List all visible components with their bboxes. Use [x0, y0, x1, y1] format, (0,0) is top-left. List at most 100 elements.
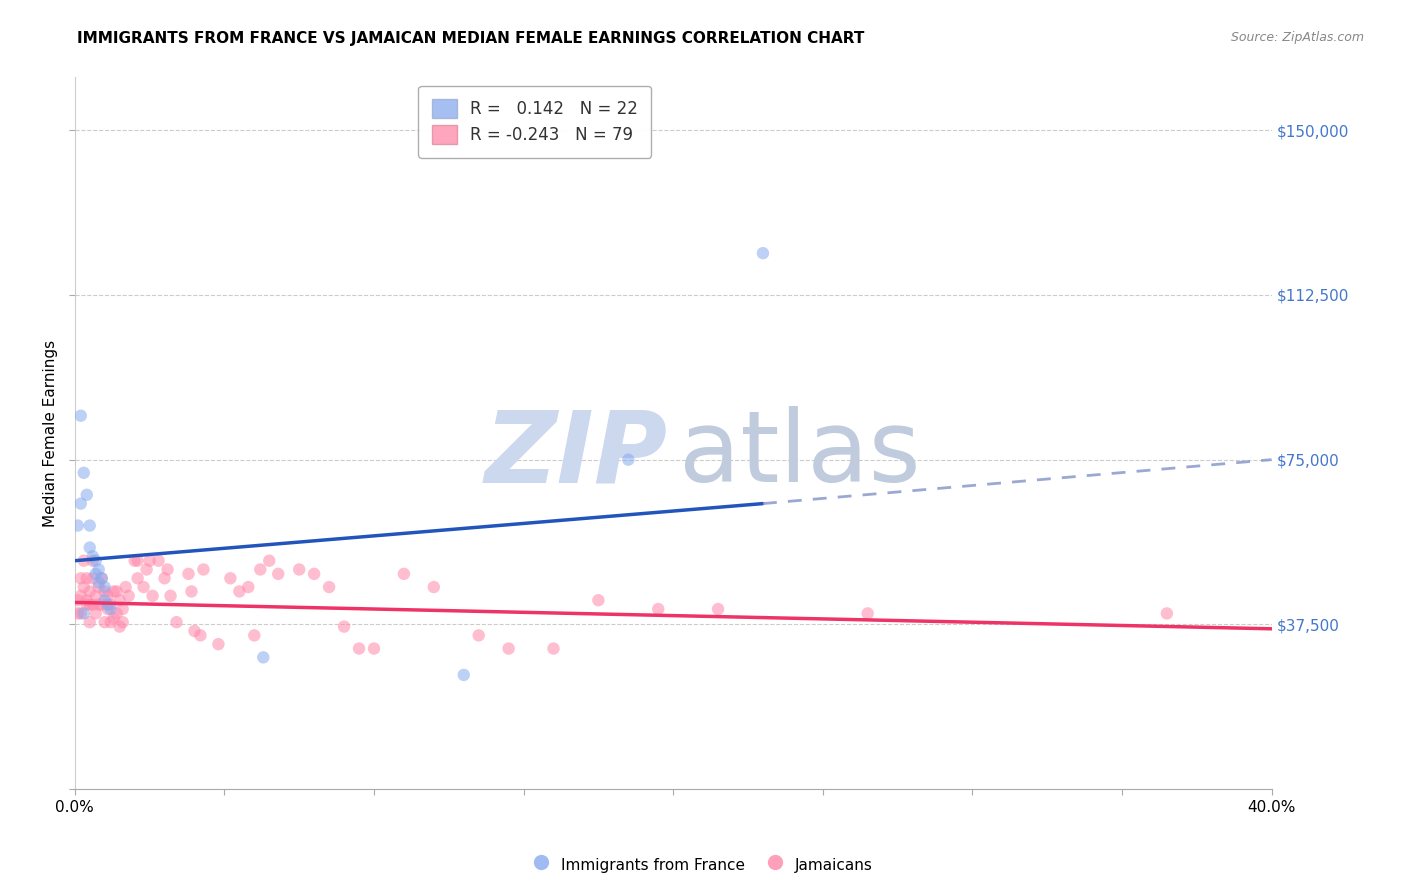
Point [453, 668, 475, 682]
Point [156, 562, 179, 576]
Point [73, 466, 96, 480]
Point [117, 589, 139, 603]
Point [333, 619, 356, 633]
Point [127, 571, 149, 585]
Point [79, 598, 101, 612]
Point [190, 628, 212, 642]
Point [153, 571, 176, 585]
Point [105, 584, 128, 599]
Point [73, 607, 96, 621]
Point [148, 554, 170, 568]
Point [142, 589, 165, 603]
Point [79, 541, 101, 555]
Point [498, 641, 520, 656]
Point [97, 598, 120, 612]
Point [79, 615, 101, 630]
Point [856, 607, 879, 621]
Point [87, 580, 110, 594]
Point [467, 628, 489, 642]
Point [69, 607, 91, 621]
Point [111, 615, 134, 630]
Point [73, 580, 96, 594]
Point [207, 637, 229, 651]
Point [752, 246, 775, 260]
Point [100, 602, 122, 616]
Point [66, 607, 89, 621]
Point [84, 589, 107, 603]
Point [93, 584, 115, 599]
Point [138, 554, 160, 568]
Point [252, 650, 274, 665]
Point [180, 584, 202, 599]
Point [127, 554, 149, 568]
Point [267, 566, 290, 581]
Point [69, 409, 91, 423]
Point [423, 580, 446, 594]
Text: ZIP: ZIP [484, 406, 668, 503]
Point [79, 584, 101, 599]
Point [132, 580, 155, 594]
Point [588, 593, 610, 607]
Point [93, 580, 115, 594]
Point [84, 566, 107, 581]
Point [1156, 607, 1178, 621]
Point [69, 589, 91, 603]
Point [76, 571, 98, 585]
Point [82, 598, 104, 612]
Point [219, 571, 242, 585]
Point [93, 593, 115, 607]
Point [90, 571, 112, 585]
Point [103, 611, 125, 625]
Point [73, 554, 96, 568]
Point [166, 615, 188, 630]
Point [259, 554, 281, 568]
Point [87, 575, 110, 590]
Point [66, 593, 89, 607]
Point [159, 589, 181, 603]
Point [347, 641, 370, 656]
Point [82, 554, 104, 568]
Point [238, 580, 260, 594]
Point [318, 580, 340, 594]
Point [76, 598, 98, 612]
Point [177, 566, 200, 581]
Point [82, 549, 104, 564]
Point [108, 593, 131, 607]
Point [93, 615, 115, 630]
Legend: Immigrants from France, Jamaicans: Immigrants from France, Jamaicans [527, 849, 879, 880]
Point [103, 584, 125, 599]
Text: Source: ZipAtlas.com: Source: ZipAtlas.com [1230, 31, 1364, 45]
Point [90, 571, 112, 585]
Point [76, 593, 98, 607]
Point [392, 566, 415, 581]
Point [79, 518, 101, 533]
Point [135, 562, 157, 576]
Point [183, 624, 205, 638]
Point [82, 571, 104, 585]
Point [87, 598, 110, 612]
Y-axis label: Median Female Earnings: Median Female Earnings [44, 340, 58, 527]
Point [647, 602, 669, 616]
Point [87, 562, 110, 576]
Point [193, 562, 215, 576]
Text: IMMIGRANTS FROM FRANCE VS JAMAICAN MEDIAN FEMALE EARNINGS CORRELATION CHART: IMMIGRANTS FROM FRANCE VS JAMAICAN MEDIA… [77, 31, 865, 46]
Legend: R =   0.142   N = 22, R = -0.243   N = 79: R = 0.142 N = 22, R = -0.243 N = 79 [418, 86, 651, 158]
Point [84, 554, 107, 568]
Point [617, 452, 640, 467]
Point [100, 615, 122, 630]
Point [105, 607, 128, 621]
Point [108, 619, 131, 633]
Point [243, 628, 266, 642]
Point [66, 518, 89, 533]
Point [97, 602, 120, 616]
Point [100, 598, 122, 612]
Point [111, 602, 134, 616]
Point [69, 497, 91, 511]
Text: atlas: atlas [679, 406, 921, 503]
Point [90, 598, 112, 612]
Point [363, 641, 385, 656]
Point [76, 488, 98, 502]
Point [84, 607, 107, 621]
Point [543, 641, 565, 656]
Point [69, 571, 91, 585]
